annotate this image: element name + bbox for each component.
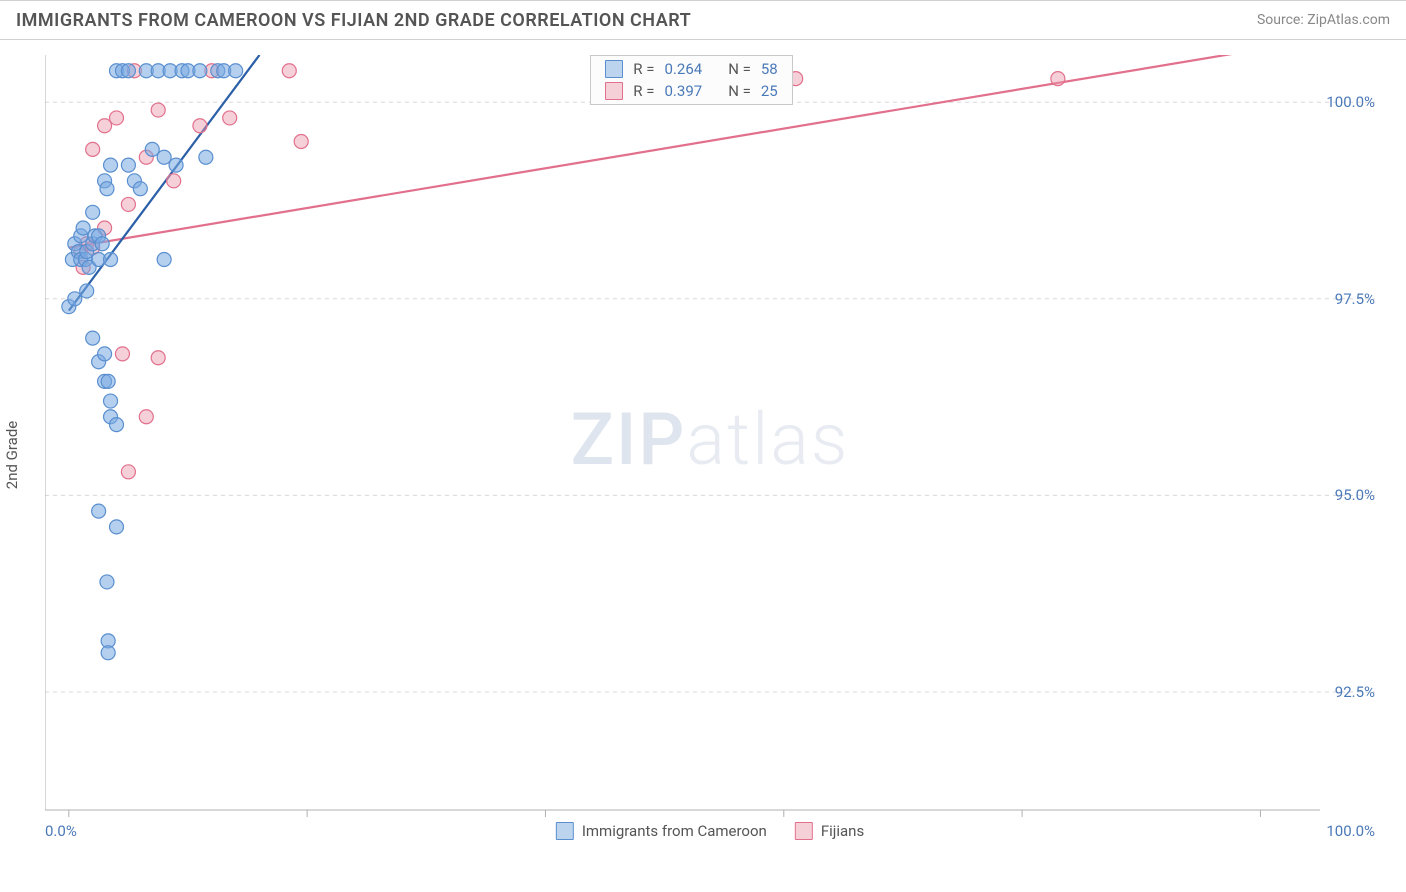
- x-axis-first-label: 0.0%: [45, 822, 77, 840]
- source-name: ZipAtlas.com: [1307, 12, 1390, 28]
- x-axis-last-label: 100.0%: [1326, 822, 1375, 840]
- n-label: N =: [728, 60, 751, 78]
- n-value: 25: [761, 82, 778, 100]
- y-tick-label: 95.0%: [1335, 486, 1375, 504]
- correlation-legend-row: R = 0.264 N = 58: [591, 58, 791, 80]
- legend-swatch-series1: [556, 822, 574, 840]
- y-tick-label: 92.5%: [1335, 683, 1375, 701]
- y-axis-label: 2nd Grade: [3, 421, 21, 489]
- scatter-chart: ZIPatlas 92.5%95.0%97.5%100.0% 0.0% 100.…: [45, 55, 1375, 840]
- r-label: R =: [633, 82, 654, 100]
- source-prefix: Source:: [1257, 12, 1307, 28]
- source-credit: Source: ZipAtlas.com: [1257, 12, 1390, 28]
- correlation-legend: R = 0.264 N = 58 R = 0.397 N = 25: [590, 55, 792, 105]
- n-value: 58: [761, 60, 778, 78]
- y-tick-label: 100.0%: [1326, 93, 1375, 111]
- y-tick-label: 97.5%: [1335, 290, 1375, 308]
- legend-item-series2: Fijians: [795, 822, 864, 840]
- title-bar: IMMIGRANTS FROM CAMEROON VS FIJIAN 2ND G…: [0, 0, 1406, 40]
- legend-swatch-series2: [795, 822, 813, 840]
- legend-item-series1: Immigrants from Cameroon: [556, 822, 767, 840]
- r-value: 0.264: [665, 60, 703, 78]
- n-label: N =: [728, 82, 751, 100]
- legend-label-series2: Fijians: [821, 822, 864, 840]
- legend-label-series1: Immigrants from Cameroon: [582, 822, 767, 840]
- legend-swatch: [605, 60, 623, 78]
- r-label: R =: [633, 60, 654, 78]
- chart-svg: [45, 55, 1375, 840]
- bottom-legend: Immigrants from Cameroon Fijians: [556, 822, 864, 840]
- r-value: 0.397: [665, 82, 703, 100]
- legend-swatch: [605, 82, 623, 100]
- correlation-legend-row: R = 0.397 N = 25: [591, 80, 791, 102]
- chart-title: IMMIGRANTS FROM CAMEROON VS FIJIAN 2ND G…: [16, 10, 691, 31]
